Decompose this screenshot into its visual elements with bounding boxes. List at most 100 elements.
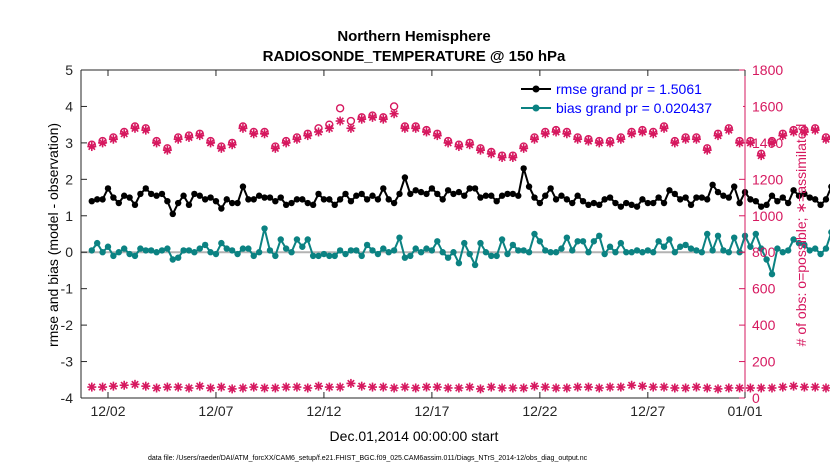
rmse-point: [272, 198, 279, 205]
obs-possible-point: [530, 133, 539, 142]
bias-point: [704, 230, 711, 238]
obs-possible-point: [465, 138, 474, 148]
rmse-point: [401, 174, 409, 181]
obs-possible-point: [713, 129, 723, 138]
bias-point: [288, 249, 295, 256]
obs-count-low-point: [108, 381, 118, 391]
bias-point: [768, 270, 776, 278]
y-tick-label: -1: [61, 281, 74, 297]
rmse-point: [747, 196, 754, 203]
rmse-point: [201, 196, 209, 203]
obs-possible-point: [605, 136, 615, 146]
bias-point: [331, 252, 338, 260]
obs-possible-point: [119, 127, 129, 137]
rmse-point: [714, 188, 722, 196]
bias-point: [434, 238, 441, 245]
rmse-point: [795, 192, 803, 199]
bias-point: [461, 239, 468, 247]
rmse-point: [228, 199, 236, 207]
bias-point: [731, 234, 738, 241]
rmse-point: [164, 198, 171, 205]
obs-possible-point: [325, 120, 334, 129]
rmse-point: [482, 192, 490, 199]
obs-count-low-point: [551, 383, 561, 393]
rmse-point: [606, 194, 614, 201]
bias-point: [763, 256, 770, 263]
bias-point: [369, 247, 376, 254]
bias-point: [412, 245, 419, 252]
obs-possible-point: [98, 136, 107, 146]
rmse-point: [488, 192, 495, 199]
rmse-point: [822, 196, 830, 203]
bias-point: [374, 250, 382, 258]
rmse-point: [320, 196, 328, 203]
bias-point: [407, 252, 414, 260]
obs-count-low-point: [583, 382, 593, 392]
rmse-point: [299, 196, 306, 203]
bias-point: [677, 243, 684, 250]
obs-possible-point: [443, 136, 453, 146]
rmse-point: [763, 201, 770, 209]
obs-possible-point: [400, 122, 410, 131]
bias-point: [158, 247, 166, 254]
x-tick-label: 12/22: [522, 403, 557, 419]
obs-possible-point: [141, 124, 150, 133]
legend-rmse-label: rmse grand pr = 1.5061: [556, 81, 702, 97]
bias-point: [774, 245, 781, 252]
bias-point: [601, 250, 608, 258]
chart-subtitle: RADIOSONDE_TEMPERATURE @ 150 hPa: [263, 48, 566, 65]
obs-count-low-point: [529, 381, 539, 391]
y-tick-label: 2: [65, 171, 73, 187]
bias-point: [126, 250, 133, 258]
obs-count-low-point: [659, 382, 669, 392]
obs-possible-point: [541, 127, 550, 137]
rmse-point: [525, 183, 533, 190]
rmse-point: [644, 199, 652, 207]
obs-assimilated-point: [389, 109, 399, 119]
bias-line: [90, 228, 830, 278]
obs-count-low-point: [767, 383, 777, 393]
obs-possible-point: [173, 133, 183, 142]
rmse-point: [434, 190, 441, 198]
obs-count-low-point: [238, 383, 248, 393]
rmse-point: [552, 196, 560, 203]
obs-possible-point: [454, 140, 464, 149]
rmse-point: [579, 198, 587, 205]
rmse-point: [558, 192, 565, 199]
obs-possible-point: [389, 102, 399, 111]
bias-point: [822, 245, 830, 252]
rmse-point: [574, 192, 581, 199]
obs-possible-point: [497, 151, 507, 160]
obs-possible-point: [368, 111, 377, 120]
obs-count-low-point: [249, 382, 259, 392]
y-tick-label: -3: [61, 354, 74, 370]
obs-count-low-point: [637, 381, 647, 391]
rmse-point: [363, 196, 371, 203]
obs-count-low-point: [368, 382, 378, 392]
rmse-point: [709, 181, 716, 188]
bias-point: [342, 250, 349, 258]
rmse-point: [520, 165, 527, 172]
x-tick-label: 12/02: [90, 403, 125, 419]
rmse-point: [137, 190, 144, 198]
rmse-point: [671, 190, 679, 198]
bias-point: [455, 259, 463, 267]
obs-count-low-point: [335, 382, 345, 392]
rmse-point: [677, 196, 684, 203]
bias-point: [299, 243, 306, 250]
rmse-point: [196, 192, 203, 199]
bias-point: [666, 236, 673, 243]
rmse-point: [342, 190, 349, 198]
rmse-point: [704, 196, 711, 203]
obs-assimilated-point: [335, 116, 345, 126]
bias-point: [266, 247, 274, 254]
obs-possible-point: [422, 125, 431, 135]
obs-count-low-point: [475, 384, 485, 394]
obs-possible-point: [692, 133, 701, 142]
bias-point: [644, 247, 652, 254]
bias-point: [223, 245, 230, 252]
obs-count-low-point: [119, 380, 129, 390]
rmse-point: [288, 199, 295, 207]
obs-count-low-point: [400, 382, 410, 392]
